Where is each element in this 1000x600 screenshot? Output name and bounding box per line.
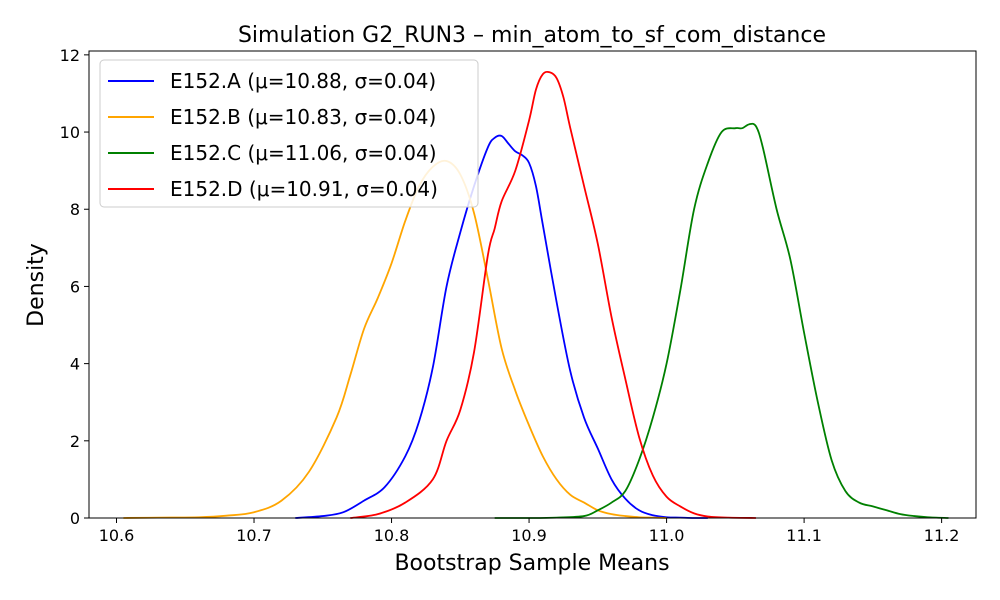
- plot-frame: [88, 50, 977, 519]
- x-tick-label: 10.8: [374, 526, 410, 545]
- y-tick-label: 4: [70, 355, 80, 374]
- x-tick-label: 10.7: [236, 526, 272, 545]
- series-line-1: [295, 134, 708, 519]
- legend-box: [99, 59, 479, 208]
- series-line-4: [350, 70, 756, 519]
- x-tick-label: 11.0: [649, 526, 685, 545]
- y-tick-label: 6: [70, 277, 80, 296]
- y-tick-label: 12: [60, 46, 80, 65]
- y-tick-label: 8: [70, 200, 80, 219]
- chart-title: Simulation G2_RUN3 – min_atom_to_sf_com_…: [238, 23, 826, 48]
- y-tick-label: 2: [70, 432, 80, 451]
- y-axis-ticks: 0 2 4 6 8 10 12: [60, 46, 89, 528]
- x-tick-label: 11.2: [924, 526, 960, 545]
- legend: E152.A (μ=10.88, σ=0.04) E152.B (μ=10.83,…: [99, 59, 479, 208]
- series-line-3: [494, 122, 949, 519]
- legend-label: E152.C (μ=11.06, σ=0.04): [170, 141, 437, 165]
- y-tick-label: 0: [70, 509, 80, 528]
- series-lines: [123, 70, 949, 519]
- x-axis-ticks: 10.6 10.7 10.8 10.9 11.0 11.1 11.2: [99, 518, 960, 545]
- x-tick-label: 10.9: [511, 526, 547, 545]
- y-tick-label: 10: [60, 123, 80, 142]
- x-tick-label: 11.1: [786, 526, 822, 545]
- legend-label: E152.B (μ=10.83, σ=0.04): [170, 105, 436, 129]
- x-axis-label: Bootstrap Sample Means: [394, 551, 669, 576]
- legend-label: E152.D (μ=10.91, σ=0.04): [170, 177, 438, 201]
- y-axis-label: Density: [24, 243, 49, 327]
- legend-label: E152.A (μ=10.88, σ=0.04): [170, 69, 436, 93]
- x-tick-label: 10.6: [99, 526, 135, 545]
